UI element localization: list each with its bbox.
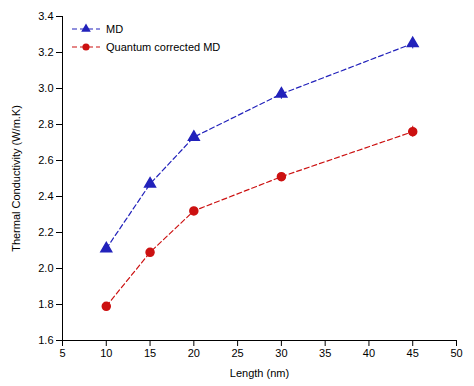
svg-text:25: 25 (231, 347, 243, 359)
svg-text:40: 40 (363, 347, 375, 359)
svg-text:2.8: 2.8 (38, 118, 53, 130)
svg-text:5: 5 (59, 347, 65, 359)
svg-text:2.2: 2.2 (38, 226, 53, 238)
svg-text:2.4: 2.4 (38, 190, 53, 202)
svg-text:2.0: 2.0 (38, 262, 53, 274)
svg-text:15: 15 (144, 347, 156, 359)
svg-text:30: 30 (275, 347, 287, 359)
svg-text:2.6: 2.6 (38, 154, 53, 166)
svg-text:1.6: 1.6 (38, 334, 53, 346)
svg-text:45: 45 (407, 347, 419, 359)
html-text:Quantum corrected MD: Quantum corrected MD (106, 41, 221, 53)
svg-text:3.4: 3.4 (38, 10, 53, 22)
svg-text:3.2: 3.2 (38, 46, 53, 58)
svg-text:50: 50 (450, 347, 462, 359)
svg-text:20: 20 (188, 347, 200, 359)
svg-text:Length (nm): Length (nm) (230, 367, 289, 379)
svg-text:Thermal Conductivity (W/m.K): Thermal Conductivity (W/m.K) (10, 105, 22, 252)
html-text:MD: MD (106, 23, 124, 35)
svg-text:10: 10 (100, 347, 112, 359)
svg-text:35: 35 (319, 347, 331, 359)
svg-text:1.8: 1.8 (38, 298, 53, 310)
svg-text:3.0: 3.0 (38, 82, 53, 94)
